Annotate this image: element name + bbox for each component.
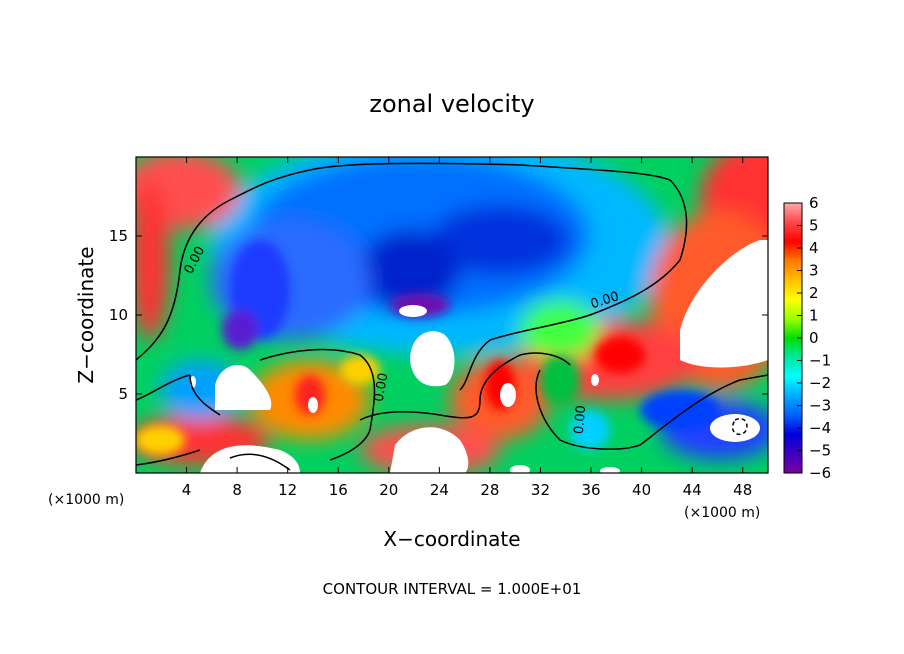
field-fine-shading [136,240,720,455]
colorbar-tick-label: 6 [809,194,819,212]
x-tick-label: 24 [430,481,449,499]
x-tick-label: 40 [632,481,651,499]
contour-label: 0.00 [372,372,392,403]
x-tick-label: 32 [531,481,550,499]
y-tick-label: 10 [109,306,128,324]
contour-label: 0.00 [572,405,589,435]
colorbar-tick-label: 2 [809,284,819,302]
y-tick-label: 15 [109,227,128,245]
x-tick-label: 36 [581,481,600,499]
colorbar-tick-label: −3 [809,397,831,415]
x-tick-label: 8 [232,481,242,499]
y-tick-label: 5 [118,385,128,403]
x-tick-label: 44 [683,481,702,499]
x-tick-label: 12 [278,481,297,499]
x-tick-label: 28 [480,481,499,499]
colorbar-tick-label: 5 [809,217,819,235]
x-tick-label: 48 [733,481,752,499]
y-axis-label: Z−coordinate [74,246,98,383]
zero-contours [136,162,768,471]
field-plot: 0.00 0.00 0.00 0.00 [136,157,768,473]
colorbar-tick-label: 4 [809,239,819,257]
x-scale-note-left: (×1000 m) [48,492,124,508]
colorbar-tick-label: −4 [809,419,831,437]
contour-interval-note: CONTOUR INTERVAL = 1.000E+01 [323,580,582,598]
x-tick-label: 16 [329,481,348,499]
y-axis-ticks: 5 10 15 [109,227,768,403]
colorbar-tick-label: −1 [809,352,831,370]
x-scale-note-right: (×1000 m) [684,505,760,521]
colorbar-tick-label: −5 [809,442,831,460]
field-saturated-regions [190,240,768,473]
chart-title: zonal velocity [369,90,534,118]
colorbar-tick-label: 3 [809,262,819,280]
colorbar-tick-label: 0 [809,329,819,347]
x-tick-label: 20 [379,481,398,499]
x-axis-label: X−coordinate [383,527,520,551]
colorbar-tick-label: −2 [809,374,831,392]
x-tick-label: 4 [182,481,192,499]
x-axis-ticks: 4 8 12 16 20 24 28 32 36 40 44 48 [182,157,752,499]
colorbar: 6 5 4 3 2 1 0 −1 −2 −3 −4 −5 −6 [783,194,831,482]
colorbar-tick-label: 1 [809,307,819,325]
colorbar-tick-label: −6 [809,464,831,482]
